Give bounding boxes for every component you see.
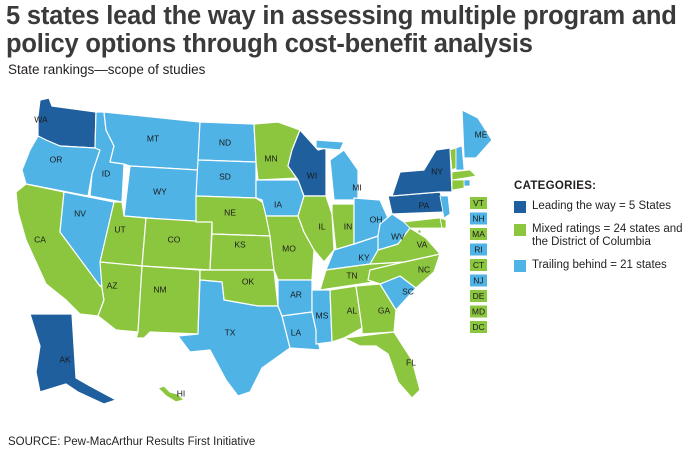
state-label-nv: NV bbox=[74, 208, 86, 218]
small-state-label-dc: DC bbox=[472, 322, 484, 332]
state-md bbox=[403, 217, 443, 229]
state-label-ar: AR bbox=[290, 289, 302, 299]
state-label-mi: MI bbox=[352, 182, 361, 192]
small-state-box-vt bbox=[470, 197, 487, 209]
state-label-ok: OK bbox=[242, 276, 255, 286]
state-label-tx: TX bbox=[225, 327, 236, 337]
state-label-mn: MN bbox=[264, 153, 277, 163]
state-label-az: AZ bbox=[107, 280, 118, 290]
small-state-label-md: MD bbox=[472, 306, 485, 316]
state-label-nm: NM bbox=[153, 284, 166, 294]
state-ri bbox=[463, 179, 471, 187]
small-state-box-ct bbox=[470, 259, 487, 271]
state-label-ny: NY bbox=[431, 166, 443, 176]
state-label-nd: ND bbox=[219, 137, 231, 147]
state-label-ms: MS bbox=[316, 310, 329, 320]
legend-swatch-leading bbox=[514, 201, 526, 213]
source-note: SOURCE: Pew-MacArthur Results First Init… bbox=[8, 436, 256, 448]
state-label-co: CO bbox=[168, 234, 181, 244]
state-ny bbox=[391, 147, 453, 197]
state-label-ut: UT bbox=[114, 224, 125, 234]
legend: CATEGORIES: Leading the way = 5 States M… bbox=[514, 180, 694, 282]
state-ma bbox=[451, 169, 477, 181]
state-label-il: IL bbox=[318, 221, 325, 231]
state-label-ia: IA bbox=[274, 199, 282, 209]
small-state-box-de bbox=[470, 290, 487, 302]
state-label-nc: NC bbox=[418, 264, 430, 274]
small-state-box-dc bbox=[470, 321, 487, 333]
state-label-ne: NE bbox=[224, 207, 236, 217]
legend-item-trailing: Trailing behind = 21 states bbox=[514, 259, 694, 272]
state-label-la: LA bbox=[291, 327, 302, 337]
legend-label-mixed: Mixed ratings = 24 states and the Distri… bbox=[532, 223, 683, 248]
state-hi bbox=[157, 385, 185, 403]
state-label-al: AL bbox=[347, 305, 358, 315]
state-ct bbox=[451, 179, 465, 191]
small-state-label-de: DE bbox=[473, 291, 485, 301]
state-label-in: IN bbox=[344, 221, 353, 231]
legend-item-leading: Leading the way = 5 States bbox=[514, 200, 694, 213]
state-label-ca: CA bbox=[34, 234, 46, 244]
state-label-wv: WV bbox=[391, 231, 405, 241]
state-nm bbox=[135, 265, 201, 339]
state-me bbox=[461, 109, 493, 159]
state-label-pa: PA bbox=[419, 200, 430, 210]
small-state-label-ma: MA bbox=[472, 229, 485, 239]
state-nh bbox=[455, 145, 465, 171]
chart-subtitle: State rankings—scope of studies bbox=[8, 62, 206, 77]
state-label-fl: FL bbox=[406, 357, 416, 367]
state-label-wy: WY bbox=[153, 186, 167, 196]
state-label-oh: OH bbox=[370, 214, 383, 224]
state-label-mt: MT bbox=[147, 133, 159, 143]
chart-title: 5 states lead the way in assessing multi… bbox=[6, 2, 677, 58]
legend-title: CATEGORIES: bbox=[514, 180, 597, 192]
legend-item-mixed: Mixed ratings = 24 states and the Distri… bbox=[514, 223, 694, 249]
state-wv bbox=[377, 213, 411, 251]
legend-label-trailing: Trailing behind = 21 states bbox=[532, 259, 667, 271]
state-label-mo: MO bbox=[282, 243, 296, 253]
state-label-wa: WA bbox=[34, 114, 48, 124]
state-dc bbox=[417, 229, 422, 234]
small-state-box-md bbox=[470, 305, 487, 318]
state-label-sc: SC bbox=[402, 286, 414, 296]
state-label-ky: KY bbox=[358, 252, 370, 262]
small-state-label-nh: NH bbox=[472, 213, 484, 223]
state-mi bbox=[315, 139, 359, 201]
small-state-box-nh bbox=[470, 212, 487, 225]
state-label-sd: SD bbox=[219, 171, 231, 181]
state-label-ak: AK bbox=[59, 354, 71, 364]
state-label-va: VA bbox=[417, 239, 428, 249]
state-label-me: ME bbox=[475, 129, 488, 139]
state-label-wi: WI bbox=[307, 170, 317, 180]
state-fl bbox=[343, 331, 421, 399]
small-state-box-ri bbox=[470, 243, 487, 256]
state-label-or: OR bbox=[50, 154, 63, 164]
small-state-box-nj bbox=[470, 274, 487, 287]
state-label-tn: TN bbox=[346, 270, 357, 280]
state-nj bbox=[439, 195, 451, 219]
small-state-label-ri: RI bbox=[474, 244, 483, 254]
state-al bbox=[329, 285, 363, 343]
small-state-label-vt: VT bbox=[473, 198, 484, 208]
state-az bbox=[97, 261, 143, 333]
small-state-label-ct: CT bbox=[473, 260, 484, 270]
legend-label-leading: Leading the way = 5 States bbox=[532, 200, 672, 212]
state-ak bbox=[29, 313, 117, 405]
state-label-hi: HI bbox=[177, 388, 186, 398]
state-label-id: ID bbox=[102, 168, 111, 178]
legend-swatch-mixed bbox=[514, 224, 526, 236]
state-tx bbox=[177, 279, 291, 397]
legend-swatch-trailing bbox=[514, 260, 526, 272]
state-label-ga: GA bbox=[378, 305, 391, 315]
small-state-box-ma bbox=[470, 228, 487, 240]
us-map: WA OR CA NV ID MT WY UT AZ CO NM ND SD NE KS OK TX MN IA MO… bbox=[15, 97, 493, 405]
state-il bbox=[297, 195, 335, 263]
small-state-label-nj: NJ bbox=[473, 275, 483, 285]
state-label-ks: KS bbox=[234, 239, 246, 249]
